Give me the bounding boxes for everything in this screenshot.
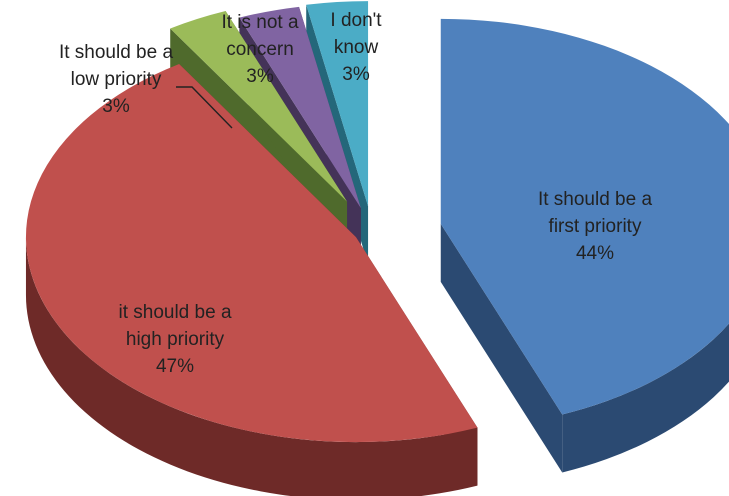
data-label-i-don-t-know-line-2: 3% (342, 64, 370, 85)
slice-top-it-should-be-a-high-priority (25, 63, 478, 443)
data-label-it-should-be-a-high-priority: it should be a high priority 47% (118, 302, 231, 377)
slice-it-should-be-a-high-priority (25, 63, 478, 496)
data-label-it-should-be-a-first-priority-line-0: It should be a (538, 189, 653, 210)
leader-line-low-priority (176, 86, 233, 129)
data-labels: It should be a first priority 44% it should… (59, 10, 653, 377)
slice-top-i-don-t-know (306, 1, 369, 207)
slice-top-it-should-be-a-first-priority (440, 18, 729, 415)
data-label-it-should-be-a-low-priority-line-0: It should be a (59, 42, 174, 63)
data-label-it-should-be-a-first-priority-line-1: first priority (549, 216, 642, 237)
data-label-it-is-not-a-concern-line-1: concern (226, 39, 294, 60)
leader-lines (176, 86, 233, 129)
slice-top-it-should-be-a-low-priority (170, 11, 348, 202)
data-label-it-should-be-a-high-priority-line-1: high priority (126, 329, 225, 350)
slice-top-it-is-not-a-concern (239, 6, 361, 209)
slice-wall-it-should-be-a-first-priority-1 (440, 223, 563, 473)
data-label-it-should-be-a-high-priority-line-0: it should be a (118, 302, 231, 323)
data-label-i-don-t-know: I don't know 3% (330, 10, 382, 85)
data-label-i-don-t-know-line-1: know (334, 37, 379, 58)
slice-side-it-should-be-a-high-priority-0 (25, 237, 478, 496)
data-label-it-is-not-a-concern-line-0: It is not a (221, 12, 299, 33)
data-label-it-should-be-a-first-priority-line-2: 44% (576, 243, 614, 264)
slice-side-it-should-be-a-first-priority-0 (562, 323, 729, 473)
data-label-it-is-not-a-concern-line-2: 3% (246, 66, 274, 87)
data-label-it-should-be-a-first-priority: It should be a first priority 44% (538, 189, 653, 264)
data-label-i-don-t-know-line-0: I don't (330, 10, 382, 31)
data-label-it-should-be-a-high-priority-line-2: 47% (156, 356, 194, 377)
data-label-it-should-be-a-low-priority-line-2: 3% (102, 96, 130, 117)
data-label-it-should-be-a-low-priority: It should be a low priority 3% (59, 42, 174, 117)
slices-layer (25, 1, 729, 496)
data-label-it-is-not-a-concern: It is not a concern 3% (221, 12, 299, 87)
data-label-it-should-be-a-low-priority-line-1: low priority (71, 69, 162, 90)
slice-it-should-be-a-first-priority (440, 18, 729, 473)
